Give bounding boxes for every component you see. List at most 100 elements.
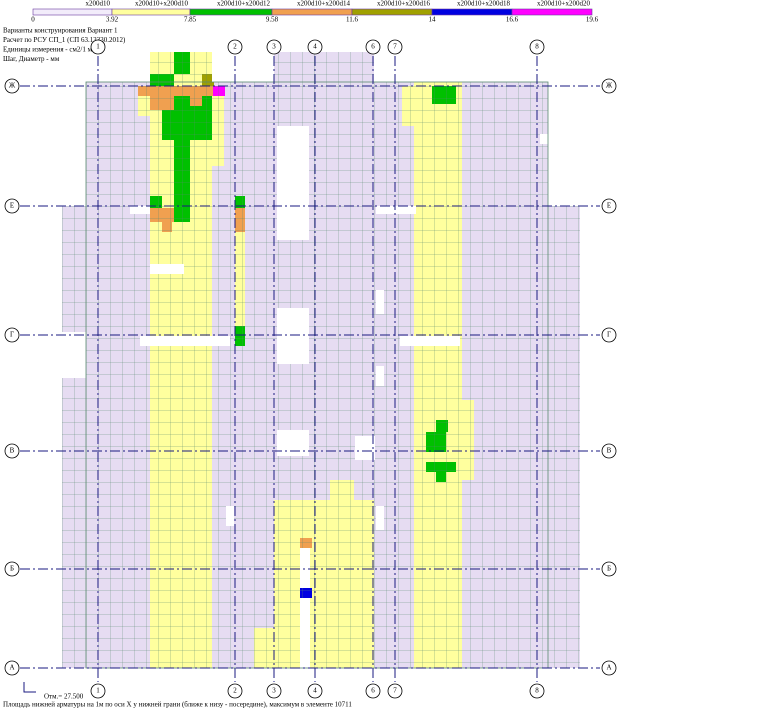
axis-bubble [90,683,106,699]
legend-swatch [111,8,191,16]
axis-label: 4 [313,687,317,695]
header-line: Варианты конструирования Вариант 1 [3,27,118,35]
axis-label: А [606,664,611,672]
hole [400,336,460,346]
hole [300,598,310,668]
legend-swatch [511,8,593,16]
axis-label: 8 [535,687,539,695]
axis-bubble [4,327,20,343]
axis-bubble [227,683,243,699]
legend-swatch [351,8,433,16]
footer-elevation: Отм.= 27.500 [44,693,84,701]
legend-swatch [271,8,353,16]
axis-label: 7 [393,687,397,695]
axis-bubble [601,660,617,676]
axis-label: 3 [272,687,276,695]
legend-label: x200d10+x200d10 [135,0,188,8]
header-line: Расчет по РСУ СП_1 (СП 63.13330.2012) [3,36,126,44]
hole [226,506,234,526]
axis-label: Б [10,565,14,573]
hole [355,436,375,460]
hole [300,548,310,588]
axis-label: Б [607,565,611,573]
axis-bubble [4,198,20,214]
hole [376,506,384,530]
legend-scale: 0 [31,16,35,24]
axis-bubble [266,39,282,55]
axis-label: 3 [272,43,276,51]
hole [277,126,309,240]
axis-label: 1 [96,43,100,51]
legend-label: x200d10+x200d18 [457,0,510,8]
axis-label: Ж [9,82,16,90]
axis-label: 8 [535,43,539,51]
hole [150,264,184,274]
axis-bubble [601,443,617,459]
hole [376,290,384,314]
hole [376,206,416,214]
legend-label: x200d10+x200d12 [217,0,270,8]
legend-scale: 11.6 [346,16,358,24]
axis-bubble [227,39,243,55]
axis-bubble [365,683,381,699]
axis-label: В [10,447,15,455]
axis-label: Е [10,202,14,210]
axis-bubble [4,660,20,676]
axis-bubble [266,683,282,699]
axis-bubble [601,561,617,577]
axis-label: Е [607,202,611,210]
legend-scale: 7.85 [184,16,197,24]
legend-label: x200d10+x200d16 [377,0,430,8]
hole [376,366,384,386]
axis-bubble [387,683,403,699]
origin-marker [23,682,36,693]
legend-scale: 3.92 [106,16,119,24]
axis-bubble [601,327,617,343]
legend-scale: 14 [429,16,437,24]
axis-label: Г [607,331,611,339]
axis-label: А [9,664,14,672]
hole [540,134,548,144]
footer-caption: Площадь нижней арматуры на 1м по оси X у… [3,701,352,709]
legend-label: x200d10+x200d20 [537,0,590,8]
axis-bubble [529,39,545,55]
axis-bubble [529,683,545,699]
hole [277,308,309,364]
axis-label: 4 [313,43,317,51]
legend-label: x200d10 [86,0,111,8]
axis-label: В [607,447,612,455]
legend-swatch [32,8,113,16]
axis-label: 2 [233,43,237,51]
legend-label: x200d10+x200d14 [297,0,350,8]
hole [277,430,309,456]
axis-bubble [90,39,106,55]
axis-bubble [601,198,617,214]
axis-label: 7 [393,43,397,51]
hole [130,206,150,214]
header-line: Единицы измерения - см2/1 м [3,46,93,54]
header-line: Шаг, Диаметр - мм [3,55,60,63]
axis-bubble [365,39,381,55]
legend-scale: 16.6 [506,16,519,24]
legend-scale: 9.58 [266,16,279,24]
axis-label: 6 [371,687,375,695]
axis-bubble [307,39,323,55]
axis-bubble [4,78,20,94]
axis-label: Ж [606,82,613,90]
axis-label: 1 [96,687,100,695]
legend-swatch [189,8,273,16]
axis-label: 2 [233,687,237,695]
legend-scale: 19.6 [586,16,599,24]
axis-bubble [601,78,617,94]
axis-bubble [4,561,20,577]
legend-swatch [431,8,513,16]
axis-bubble [387,39,403,55]
axis-label: Г [10,331,14,339]
axis-bubble [4,443,20,459]
axis-label: 6 [371,43,375,51]
hole [140,336,230,346]
